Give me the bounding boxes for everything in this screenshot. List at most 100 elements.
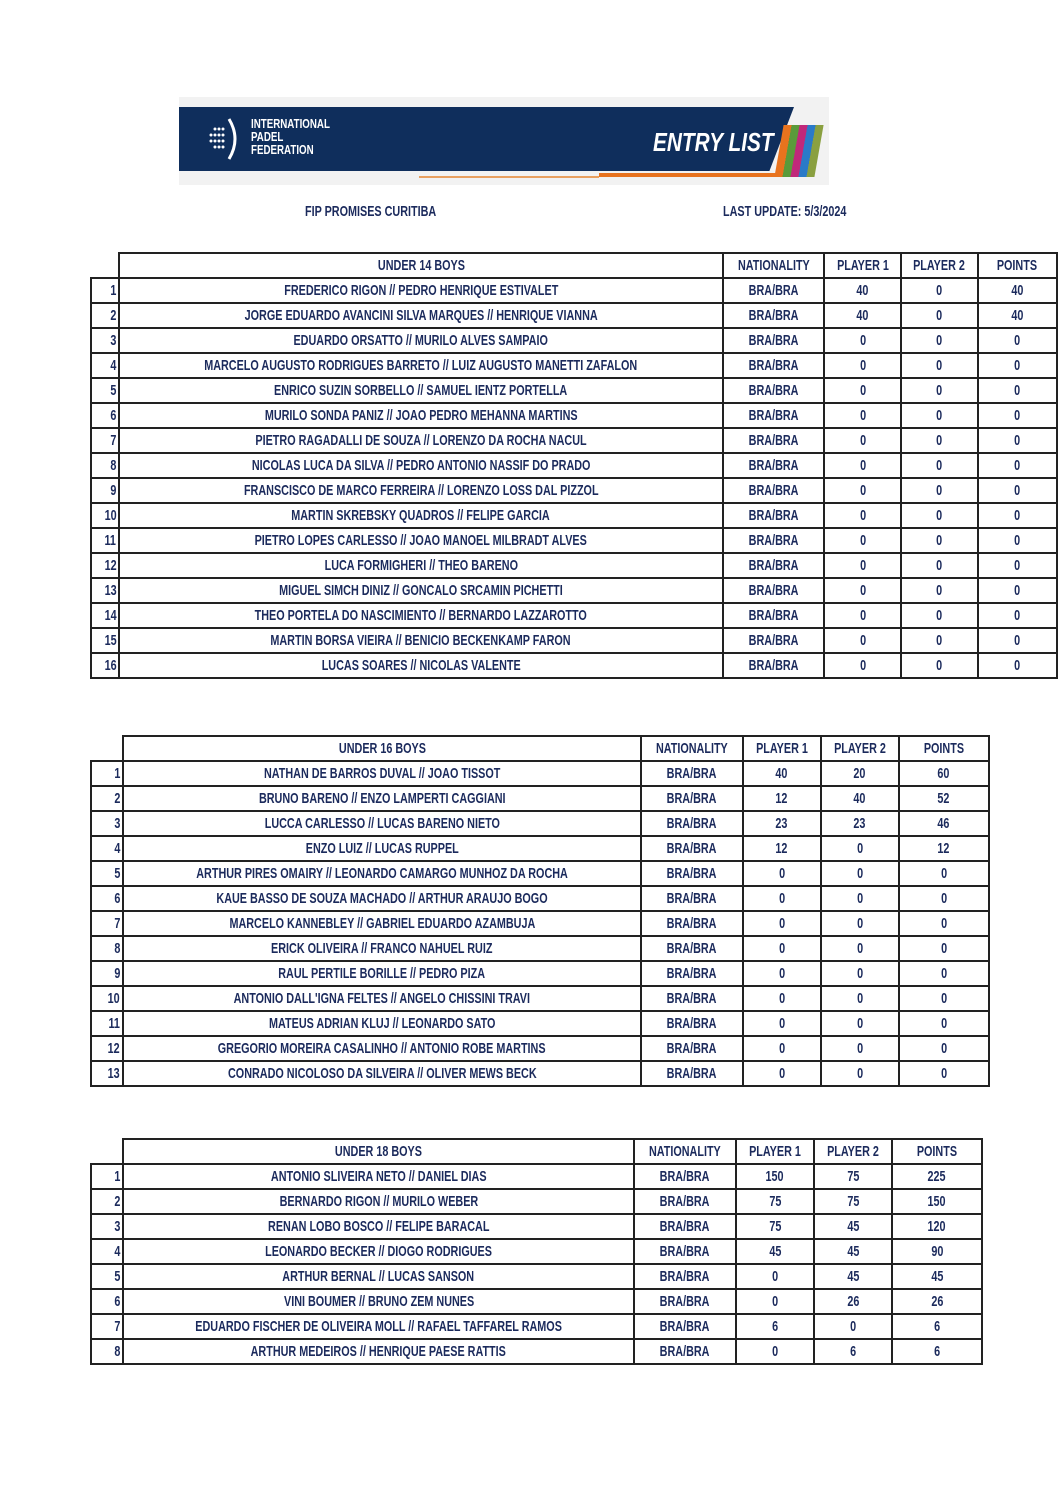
- player2-points-text: 0: [936, 632, 943, 649]
- player2-points: 20: [819, 760, 900, 787]
- player1-points: 0: [823, 352, 903, 379]
- nationality-text: BRA/BRA: [667, 1065, 717, 1082]
- total-points-text: 225: [927, 1168, 946, 1185]
- player2-points: 0: [900, 377, 979, 404]
- table-row: 1 ANTONIO SLIVEIRA NETO // DANIEL DIAS BRA…: [90, 1163, 983, 1190]
- player2-points-text: 6: [849, 1343, 856, 1360]
- table-row: 2 BERNARDO RIGON // MURILO WEBER BRA/BRA 75…: [90, 1188, 983, 1215]
- player1-points-text: 0: [859, 557, 866, 574]
- player2-points-text: 45: [846, 1268, 859, 1285]
- team-names: LUCAS SOARES // NICOLAS VALENTE: [118, 652, 724, 679]
- row-number-text: 6: [110, 407, 117, 424]
- row-number: 12: [90, 1035, 124, 1062]
- table-header: UNDER 18 BOYS NATIONALITY PLAYER 1 PLAYER 2…: [91, 1138, 983, 1165]
- total-points: 0: [897, 1035, 990, 1062]
- player2-points-text: 0: [856, 1065, 863, 1082]
- total-points-text: 46: [937, 815, 950, 832]
- row-number-text: 8: [113, 1343, 120, 1360]
- player2-points: 0: [900, 302, 979, 329]
- row-number: 7: [89, 427, 121, 454]
- team-names-text: ERICK OLIVEIRA // FRANCO NAHUEL RUIZ: [271, 940, 493, 957]
- nationality-text: BRA/BRA: [748, 282, 799, 299]
- row-number-text: 9: [113, 965, 120, 982]
- player2-points: 0: [900, 427, 979, 454]
- table-row: 5 ENRICO SUZIN SORBELLO // SAMUEL IENTZ P…: [89, 377, 1058, 404]
- team-names-text: JORGE EDUARDO AVANCINI SILVA MARQUES // …: [244, 307, 598, 324]
- nationality-text: BRA/BRA: [667, 965, 717, 982]
- total-points-text: 0: [1014, 657, 1021, 674]
- row-number: 3: [89, 327, 121, 354]
- table-row: 12 GREGORIO MOREIRA CASALINHO // ANTONIO …: [90, 1035, 990, 1062]
- row-number-text: 3: [113, 1218, 120, 1235]
- row-number: 7: [90, 1313, 124, 1340]
- player2-points-text: 0: [936, 482, 943, 499]
- player2-points-text: 23: [853, 815, 866, 832]
- total-points: 0: [976, 502, 1058, 529]
- player2-points: 45: [812, 1263, 893, 1290]
- total-points: 40: [976, 277, 1058, 304]
- team-names: FRANSCISCO DE MARCO FERREIRA // LORENZO …: [118, 477, 724, 504]
- player1-points: 0: [823, 502, 903, 529]
- row-number: 10: [89, 502, 121, 529]
- player1-points: 150: [734, 1163, 815, 1190]
- nationality: BRA/BRA: [640, 885, 744, 912]
- player1-points: 0: [823, 477, 903, 504]
- player1-points-text: 40: [856, 282, 869, 299]
- nationality-text: BRA/BRA: [660, 1343, 710, 1360]
- team-names-text: MARCELO AUGUSTO RODRIGUES BARRETO // LUI…: [204, 357, 638, 374]
- total-points: 6: [890, 1338, 983, 1365]
- team-names: THEO PORTELA DO NASCIMIENTO // BERNARDO …: [118, 602, 724, 629]
- team-names: LEONARDO BECKER // DIOGO RODRIGUES: [121, 1238, 636, 1265]
- nationality-text: BRA/BRA: [667, 990, 717, 1007]
- col-player1-label: PLAYER 1: [755, 740, 808, 757]
- player1-points: 0: [741, 960, 822, 987]
- nationality: BRA/BRA: [640, 835, 744, 862]
- total-points: 0: [897, 960, 990, 987]
- player2-points: 0: [819, 885, 900, 912]
- row-number: 6: [90, 885, 124, 912]
- team-names-text: MARTIN BORSA VIEIRA // BENICIO BECKENKAM…: [270, 632, 572, 649]
- team-names: VINI BOUMER // BRUNO ZEM NUNES: [121, 1288, 636, 1315]
- nationality: BRA/BRA: [721, 477, 826, 504]
- total-points: 225: [890, 1163, 983, 1190]
- total-points-text: 0: [1014, 632, 1021, 649]
- player2-points-text: 45: [846, 1243, 859, 1260]
- player1-points-text: 0: [859, 607, 866, 624]
- total-points: 0: [897, 1010, 990, 1037]
- table-row: 11 PIETRO LOPES CARLESSO // JOAO MANOEL M…: [89, 527, 1058, 554]
- player1-points: 0: [823, 577, 903, 604]
- row-number-text: 4: [110, 357, 117, 374]
- logo-line: INTERNATIONAL: [251, 116, 330, 131]
- row-number: 16: [89, 652, 121, 679]
- player2-points-text: 0: [856, 1040, 863, 1057]
- total-points-text: 0: [940, 965, 947, 982]
- nationality: BRA/BRA: [721, 302, 826, 329]
- total-points: 0: [976, 452, 1058, 479]
- total-points: 12: [897, 835, 990, 862]
- table-row: 6 VINI BOUMER // BRUNO ZEM NUNES BRA/BRA 0 2…: [90, 1288, 983, 1315]
- player2-points: 0: [900, 327, 979, 354]
- row-number-text: 1: [113, 765, 120, 782]
- team-names: EDUARDO FISCHER DE OLIVEIRA MOLL // RAFA…: [121, 1313, 636, 1340]
- nationality-text: BRA/BRA: [667, 840, 717, 857]
- col-points-label: POINTS: [923, 740, 964, 757]
- row-number-text: 9: [110, 482, 117, 499]
- total-points-text: 0: [940, 1040, 947, 1057]
- player2-points-text: 0: [936, 582, 943, 599]
- col-points: POINTS: [976, 252, 1058, 279]
- player2-points-text: 40: [853, 790, 866, 807]
- team-names: JORGE EDUARDO AVANCINI SILVA MARQUES // …: [118, 302, 724, 329]
- player1-points-text: 0: [859, 532, 866, 549]
- team-names-text: LEONARDO BECKER // DIOGO RODRIGUES: [265, 1243, 493, 1260]
- player1-points: 0: [823, 327, 903, 354]
- row-number-text: 10: [107, 990, 120, 1007]
- total-points-text: 0: [940, 940, 947, 957]
- table-header: UNDER 16 BOYS NATIONALITY PLAYER 1 PLAYER 2…: [91, 735, 990, 762]
- table-row: 13 MIGUEL SIMCH DINIZ // GONCALO SRCAMIN …: [89, 577, 1058, 604]
- player2-points-text: 20: [853, 765, 866, 782]
- player2-points: 0: [819, 985, 900, 1012]
- nationality: BRA/BRA: [633, 1213, 737, 1240]
- team-names-text: RENAN LOBO BOSCO // FELIPE BARACAL: [267, 1218, 490, 1235]
- team-names-text: PIETRO RAGADALLI DE SOUZA // LORENZO DA …: [255, 432, 587, 449]
- row-number-text: 2: [113, 1193, 120, 1210]
